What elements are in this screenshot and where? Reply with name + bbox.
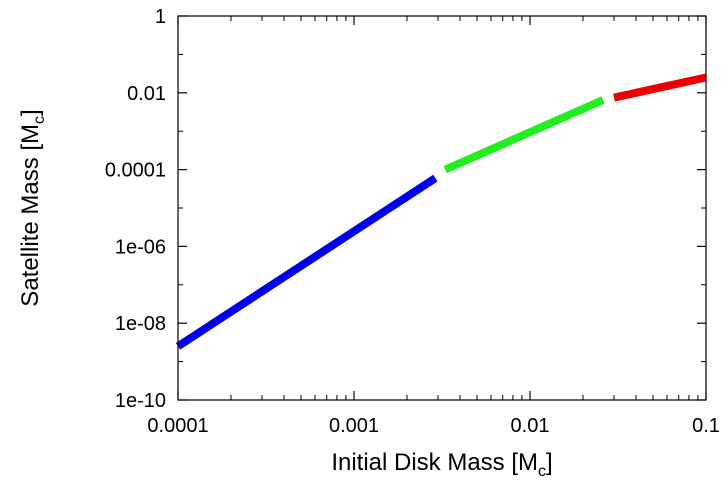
series-layer [175, 73, 707, 350]
y-tick-label: 1e-06 [115, 236, 166, 258]
plot-area-frame [177, 15, 707, 401]
x-axis-title-subscript: c [538, 463, 546, 480]
y-axis-title-main: Satellite Mass [M [17, 124, 44, 307]
y-tick-label: 1e-08 [115, 313, 166, 335]
x-axis-title: Initial Disk Mass [Mc] [331, 449, 552, 480]
y-axis-title: Satellite Mass [Mc] [17, 109, 48, 306]
series-line-2 [443, 96, 605, 174]
x-axis-title-main: Initial Disk Mass [M [331, 449, 538, 476]
x-axis-title-end: ] [546, 449, 553, 476]
ticks-layer: 0.0001 0.001 0.01 0.1 1e-10 1e-08 1e-06 0.0001 0… [105, 6, 720, 437]
series-line-1 [175, 174, 438, 350]
y-tick-label: 0.0001 [105, 160, 166, 182]
y-tick-label: 1 [155, 6, 166, 28]
y-tick-label: 1e-10 [115, 390, 166, 412]
series-line-3 [613, 73, 707, 102]
y-axis-title-end: ] [17, 109, 44, 116]
x-tick-label: 0.01 [511, 415, 550, 437]
x-tick-label: 0.001 [329, 415, 379, 437]
y-tick-label: 0.01 [127, 83, 166, 105]
y-axis-title-subscript: c [31, 116, 48, 124]
x-tick-label: 0.1 [692, 415, 720, 437]
x-tick-label: 0.0001 [147, 415, 208, 437]
